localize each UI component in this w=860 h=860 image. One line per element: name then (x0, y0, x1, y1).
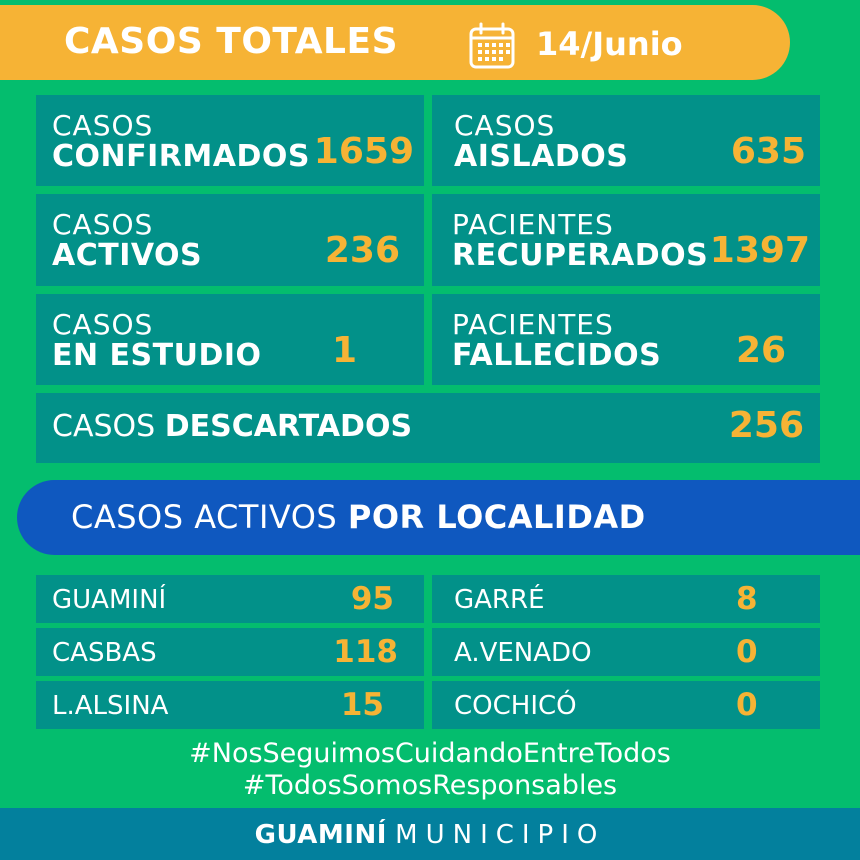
stat-label-bold: RECUPERADOS (452, 238, 709, 273)
stat-label-light: CASOS (52, 409, 156, 444)
locality-row: A.VENADO 0 (432, 628, 820, 676)
hashtag-2: #TodosSomosResponsables (242, 770, 618, 801)
locality-row: GUAMINÍ 95 (36, 575, 424, 623)
stat-card-en-estudio: CASOS EN ESTUDIO 1 (36, 294, 424, 385)
footer: GUAMINÍ MUNICIPIO (0, 808, 860, 860)
locality-row: GARRÉ 8 (432, 575, 820, 623)
locality-row: L.ALSINA 15 (36, 681, 424, 729)
locality-row: CASBAS 118 (36, 628, 424, 676)
locality-value: 0 (736, 687, 758, 723)
stat-card-confirmados: CASOS CONFIRMADOS 1659 (36, 95, 424, 186)
locality-name: A.VENADO (454, 638, 592, 668)
header-date: 14/Junio (536, 25, 683, 63)
stat-label-light: PACIENTES (452, 208, 614, 241)
locality-name: L.ALSINA (52, 691, 169, 721)
stat-label-bold: CONFIRMADOS (52, 139, 310, 174)
stat-label: CASOS DESCARTADOS (52, 409, 412, 444)
stat-label-bold: ACTIVOS (52, 238, 203, 273)
locality-value: 15 (340, 687, 384, 723)
calendar-icon (469, 22, 515, 69)
stat-value: 1659 (313, 131, 414, 172)
footer-brand-name: GUAMINÍ (254, 820, 387, 850)
stat-label-light: CASOS (52, 208, 154, 241)
section-banner: CASOS ACTIVOS POR LOCALIDAD (17, 480, 860, 555)
stat-card-recuperados: PACIENTES RECUPERADOS 1397 (432, 194, 820, 286)
stat-card-descartados: CASOS DESCARTADOS 256 (36, 393, 820, 463)
stat-label-light: CASOS (454, 109, 556, 142)
stat-value: 256 (728, 405, 804, 446)
section-title: CASOS ACTIVOS POR LOCALIDAD (71, 498, 646, 536)
locality-name: COCHICÓ (454, 691, 577, 721)
stat-label-bold: EN ESTUDIO (52, 338, 262, 373)
stat-label-bold: DESCARTADOS (164, 409, 413, 444)
stat-value: 1397 (709, 230, 810, 271)
locality-value: 118 (333, 634, 398, 670)
stat-card-aislados: CASOS AISLADOS 635 (432, 95, 820, 186)
stat-label-bold: FALLECIDOS (452, 338, 662, 373)
stat-card-fallecidos: PACIENTES FALLECIDOS 26 (432, 294, 820, 385)
section-title-light: CASOS ACTIVOS (71, 498, 338, 536)
locality-value: 95 (350, 581, 394, 617)
header-title: CASOS TOTALES (64, 21, 399, 62)
stat-value: 26 (736, 330, 787, 371)
locality-value: 0 (736, 634, 758, 670)
locality-name: GUAMINÍ (52, 585, 167, 615)
footer-brand-sub: MUNICIPIO (395, 820, 606, 850)
footer-brand: GUAMINÍ MUNICIPIO (0, 820, 860, 850)
stat-label-light: PACIENTES (452, 308, 614, 341)
stat-label-light: CASOS (52, 109, 154, 142)
stat-label-bold: AISLADOS (454, 139, 629, 174)
locality-name: CASBAS (52, 638, 157, 668)
stat-value: 236 (324, 230, 400, 271)
header-banner: CASOS TOTALES 14/Junio (0, 5, 790, 80)
stat-value: 635 (730, 131, 806, 172)
section-title-bold: POR LOCALIDAD (347, 498, 646, 536)
locality-value: 8 (736, 581, 758, 617)
stat-value: 1 (332, 330, 358, 371)
hashtag-1: #NosSeguimosCuidandoEntreTodos (189, 738, 671, 769)
stat-label-light: CASOS (52, 308, 154, 341)
stat-card-activos: CASOS ACTIVOS 236 (36, 194, 424, 286)
locality-row: COCHICÓ 0 (432, 681, 820, 729)
locality-name: GARRÉ (454, 585, 545, 615)
